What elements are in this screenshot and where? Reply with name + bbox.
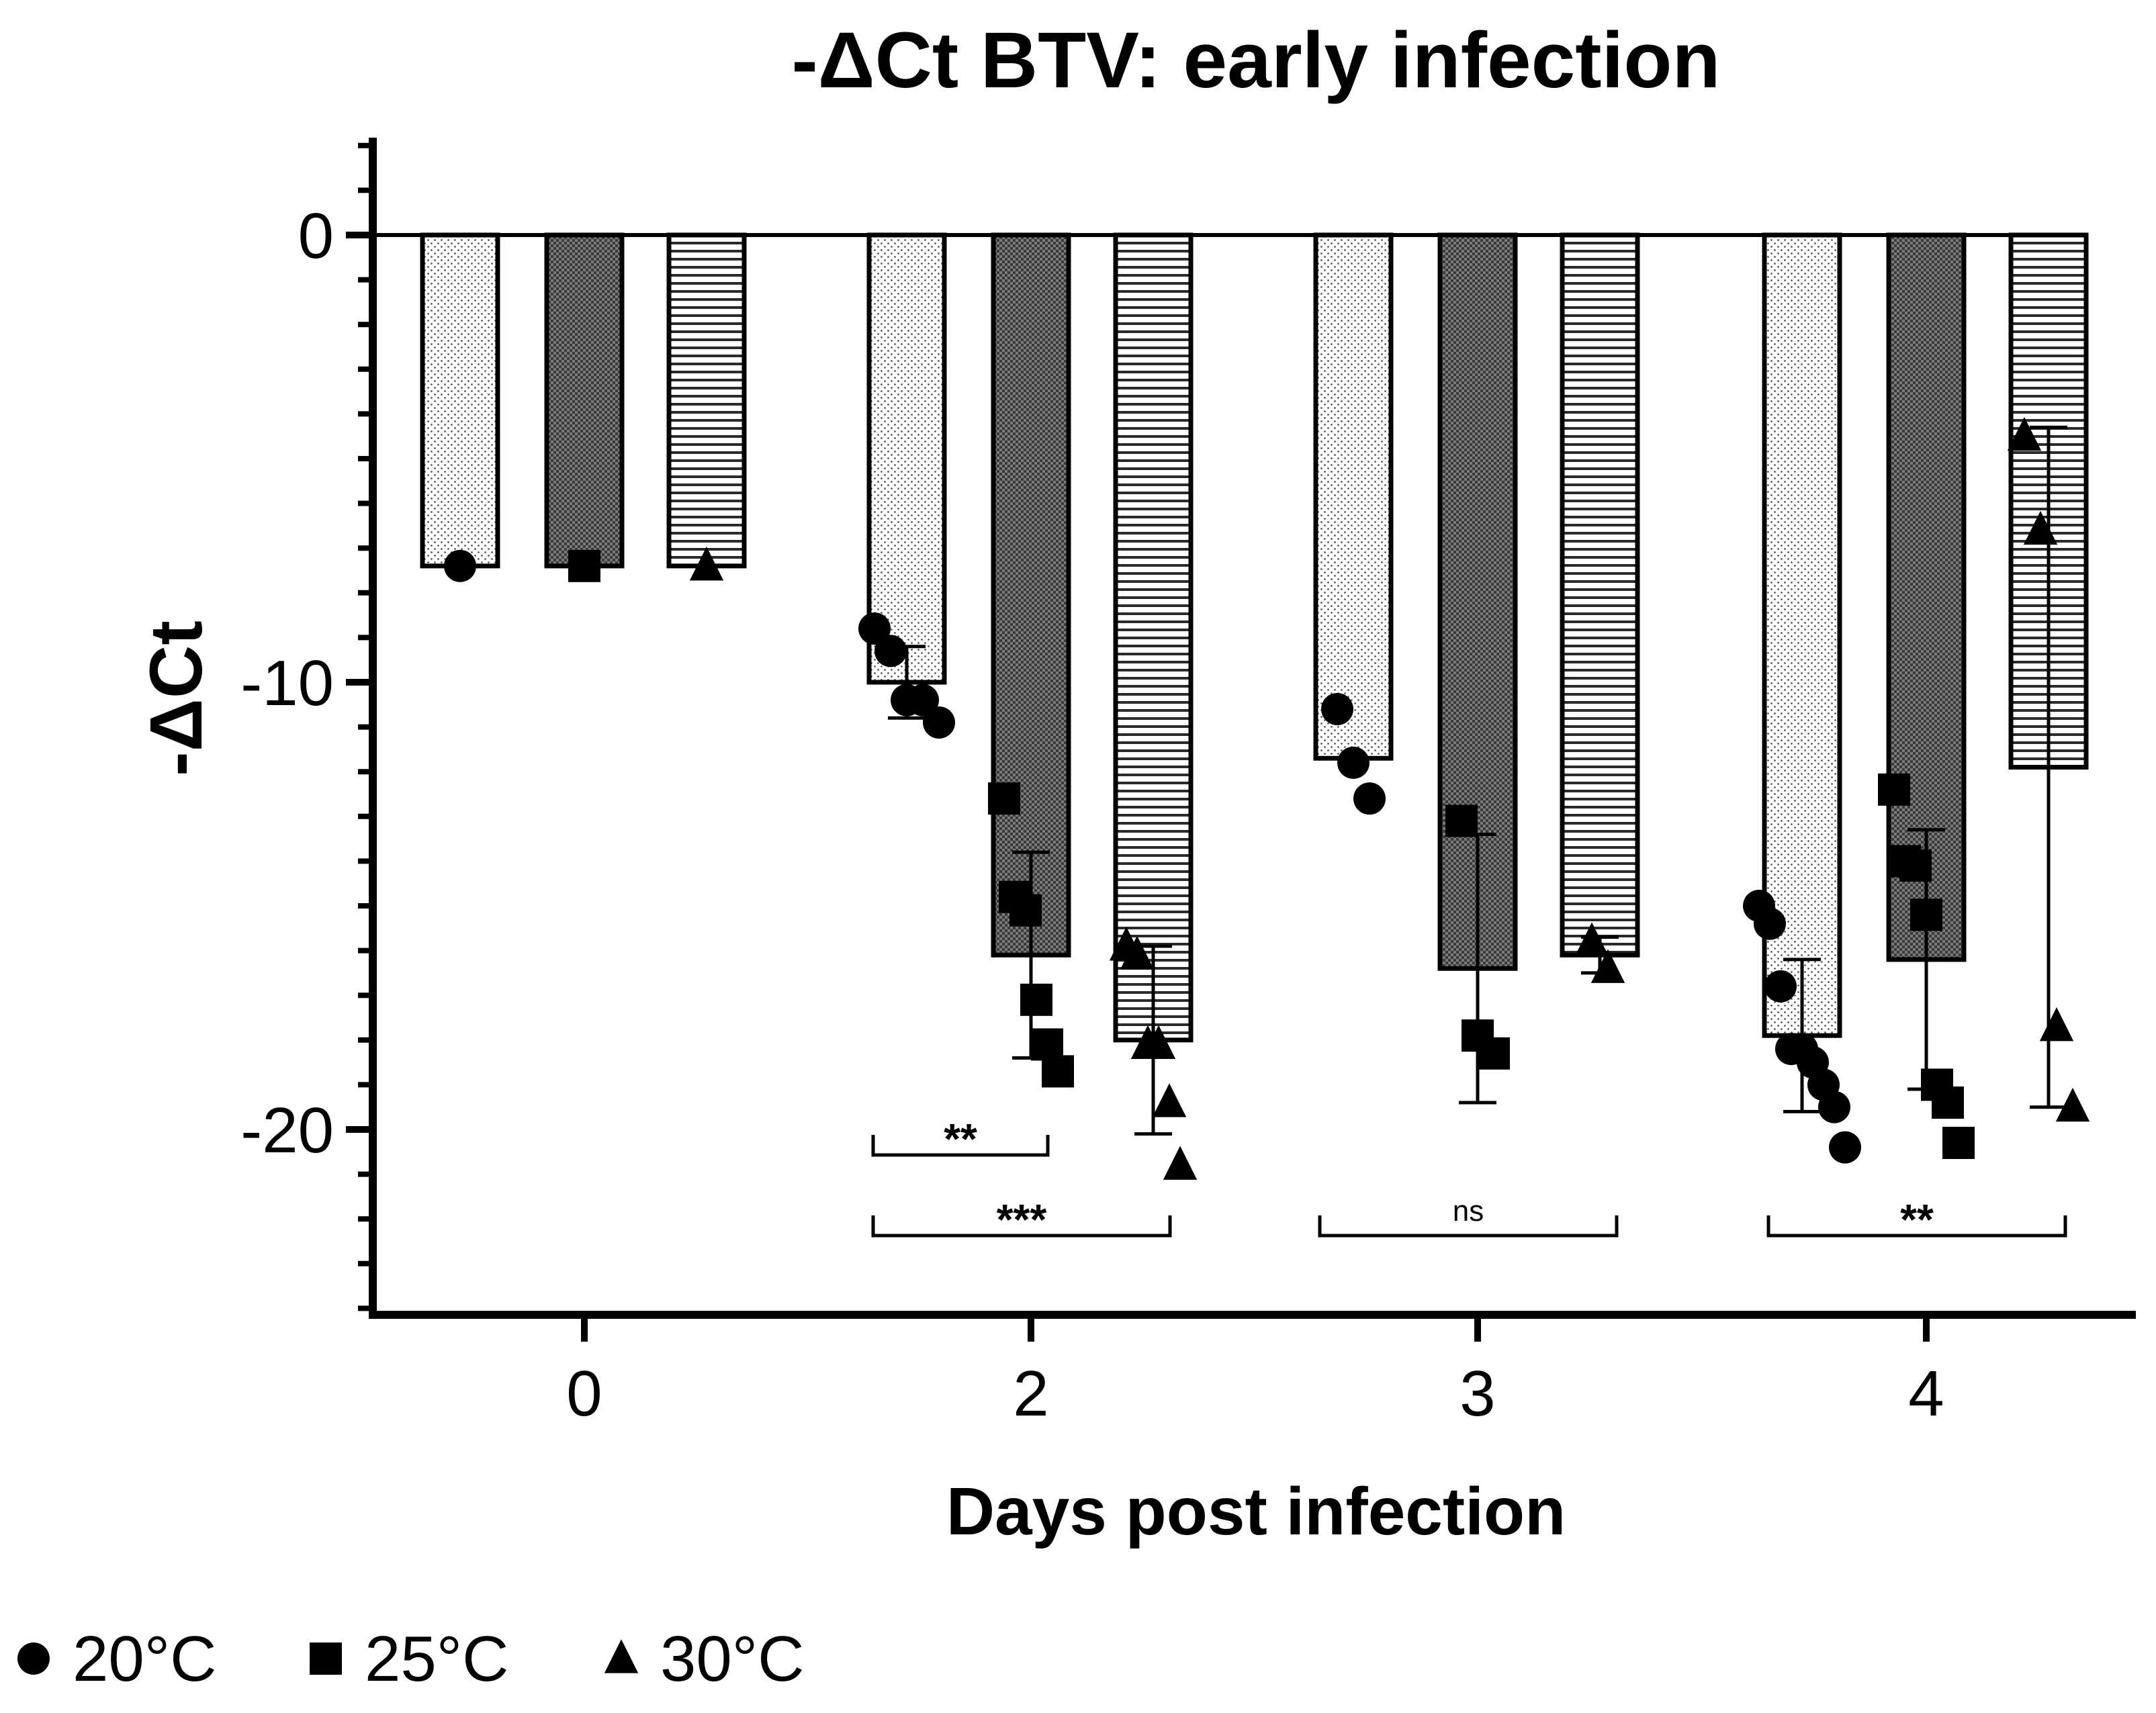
data-point bbox=[1878, 773, 1910, 806]
significance-label: ns bbox=[1453, 1195, 1484, 1228]
data-point bbox=[988, 782, 1020, 815]
data-point bbox=[874, 635, 907, 667]
data-point bbox=[1152, 1083, 1187, 1117]
x-tick-label: 4 bbox=[1908, 1358, 1944, 1430]
significance-bracket bbox=[871, 1135, 1050, 1157]
x-tick-label: 3 bbox=[1459, 1358, 1495, 1430]
significance-label: ** bbox=[1900, 1195, 1934, 1244]
x-axis-label: Days post infection bbox=[946, 1474, 1566, 1549]
legend-label: 20°C bbox=[73, 1623, 217, 1695]
data-point bbox=[923, 706, 955, 739]
bar bbox=[666, 232, 747, 569]
data-point bbox=[1754, 907, 1786, 940]
data-point bbox=[1353, 782, 1386, 815]
bar bbox=[866, 232, 947, 685]
data-point bbox=[1009, 894, 1042, 927]
legend-marker bbox=[310, 1642, 342, 1675]
data-point bbox=[1899, 849, 1932, 882]
x-tick-label: 2 bbox=[1013, 1358, 1048, 1430]
bars bbox=[420, 232, 2089, 1043]
significance-label: *** bbox=[997, 1195, 1047, 1244]
significance-bracket bbox=[1766, 1215, 2067, 1238]
data-point bbox=[1321, 692, 1353, 725]
data-point bbox=[2023, 510, 2058, 545]
significance-bracket bbox=[1318, 1215, 1619, 1238]
data-points bbox=[444, 416, 2090, 1180]
data-point bbox=[1337, 746, 1369, 779]
data-point bbox=[1020, 983, 1052, 1016]
bar bbox=[544, 232, 625, 569]
data-point bbox=[1574, 922, 1609, 956]
data-point bbox=[444, 549, 476, 582]
data-point bbox=[1829, 1131, 1861, 1164]
data-point bbox=[1042, 1055, 1074, 1088]
data-point bbox=[2007, 416, 2042, 451]
significance-bracket bbox=[871, 1215, 1172, 1238]
bar bbox=[1560, 232, 1640, 958]
data-point bbox=[1445, 804, 1478, 837]
data-point bbox=[1818, 1091, 1850, 1123]
legend-label: 25°C bbox=[365, 1623, 509, 1695]
data-point bbox=[2055, 1087, 2090, 1122]
data-point bbox=[907, 684, 939, 716]
data-point bbox=[568, 549, 600, 582]
bar bbox=[420, 232, 500, 569]
data-point bbox=[1163, 1146, 1198, 1180]
data-point bbox=[689, 547, 724, 581]
legend-marker bbox=[604, 1639, 639, 1673]
significance-label: ** bbox=[944, 1115, 977, 1163]
data-point bbox=[1120, 935, 1155, 970]
axes: 0 -10 -20 0 2 3 4 bbox=[240, 138, 2136, 1430]
y-tick-label: -10 bbox=[240, 647, 334, 719]
data-point bbox=[1910, 898, 1942, 931]
bar bbox=[1762, 232, 1842, 1038]
data-point bbox=[1478, 1037, 1510, 1070]
legend: 20°C 25°C 30°C bbox=[17, 1623, 805, 1695]
y-tick-label: 0 bbox=[298, 200, 334, 272]
data-point bbox=[2039, 1007, 2074, 1041]
x-tick-label: 0 bbox=[566, 1358, 602, 1430]
bar bbox=[991, 232, 1071, 958]
legend-marker bbox=[17, 1642, 50, 1675]
data-point bbox=[858, 612, 891, 645]
bar bbox=[1313, 232, 1394, 761]
y-tick-label: -20 bbox=[240, 1095, 334, 1166]
significance-annotations: ***** ns ** bbox=[871, 1115, 2067, 1244]
bar bbox=[1113, 232, 1194, 1043]
data-point bbox=[1942, 1126, 1975, 1159]
data-point bbox=[1932, 1086, 1964, 1119]
legend-label: 30°C bbox=[660, 1623, 805, 1695]
chart-title: -ΔCt BTV: early infection bbox=[792, 16, 1721, 105]
data-point bbox=[1764, 970, 1797, 1003]
data-point bbox=[1141, 1025, 1176, 1060]
data-point bbox=[1590, 949, 1625, 983]
y-axis-label: -ΔCt bbox=[135, 620, 218, 776]
